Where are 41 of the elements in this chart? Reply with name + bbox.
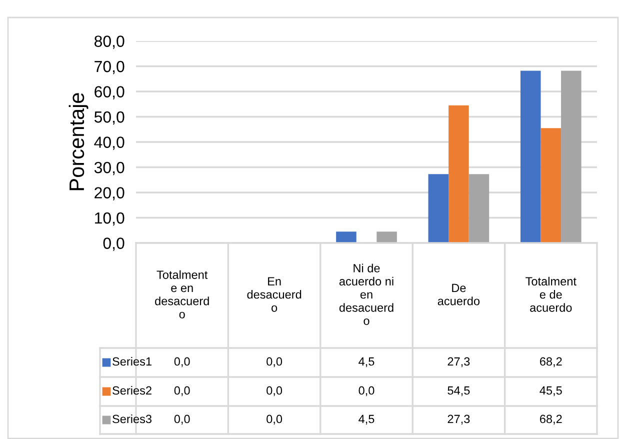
x-tick-label: Totalment e de acuerdo <box>526 276 576 312</box>
y-tick-label: 20,0 <box>94 187 124 200</box>
data-label: 0,0 <box>266 386 282 396</box>
y-tick-label: 70,0 <box>94 60 124 74</box>
data-label: 0,0 <box>266 357 282 368</box>
y-tick-label: 0,0 <box>103 238 124 251</box>
bar <box>376 232 397 243</box>
y-tick-label: 80,0 <box>94 36 124 49</box>
data-label: 4,5 <box>358 357 374 368</box>
data-label: 0,0 <box>174 414 190 425</box>
y-tick-label: 60,0 <box>94 86 124 100</box>
bar <box>561 70 582 243</box>
bar <box>468 174 490 243</box>
data-label: 0,0 <box>266 414 282 425</box>
legend-label: Series2 <box>112 386 152 395</box>
legend-label: Series3 <box>112 414 152 424</box>
data-label: 27,3 <box>448 357 470 368</box>
x-tick-label: En desacuerd o <box>247 277 302 312</box>
bar <box>540 128 562 243</box>
y-tick-label: 40,0 <box>94 136 124 150</box>
data-label: 27,3 <box>448 414 470 425</box>
x-tick-label: Totalment e en desacuerd o <box>155 270 209 318</box>
x-tick-label: Ni de acuerdo ni en desacuerd o <box>339 264 394 325</box>
y-axis-title: Porcentaje <box>68 93 88 190</box>
data-label: 54,5 <box>448 386 470 396</box>
y-tick-label: 10,0 <box>95 212 124 226</box>
y-tick-label: 50,0 <box>94 111 124 125</box>
bar <box>336 232 356 243</box>
data-label: 0,0 <box>174 357 190 368</box>
bar <box>520 70 541 243</box>
x-tick-label: De acuerdo <box>438 284 480 306</box>
data-label: 68,2 <box>540 414 562 425</box>
data-label: 68,2 <box>540 357 562 368</box>
data-label: 0,0 <box>174 386 190 396</box>
bar <box>448 105 469 243</box>
data-label: 0,0 <box>358 386 374 396</box>
data-label: 45,5 <box>540 386 562 396</box>
y-tick-label: 30,0 <box>94 162 124 176</box>
data-label: 4,5 <box>358 414 374 425</box>
bar <box>428 174 449 243</box>
legend-label: Series1 <box>112 357 152 366</box>
